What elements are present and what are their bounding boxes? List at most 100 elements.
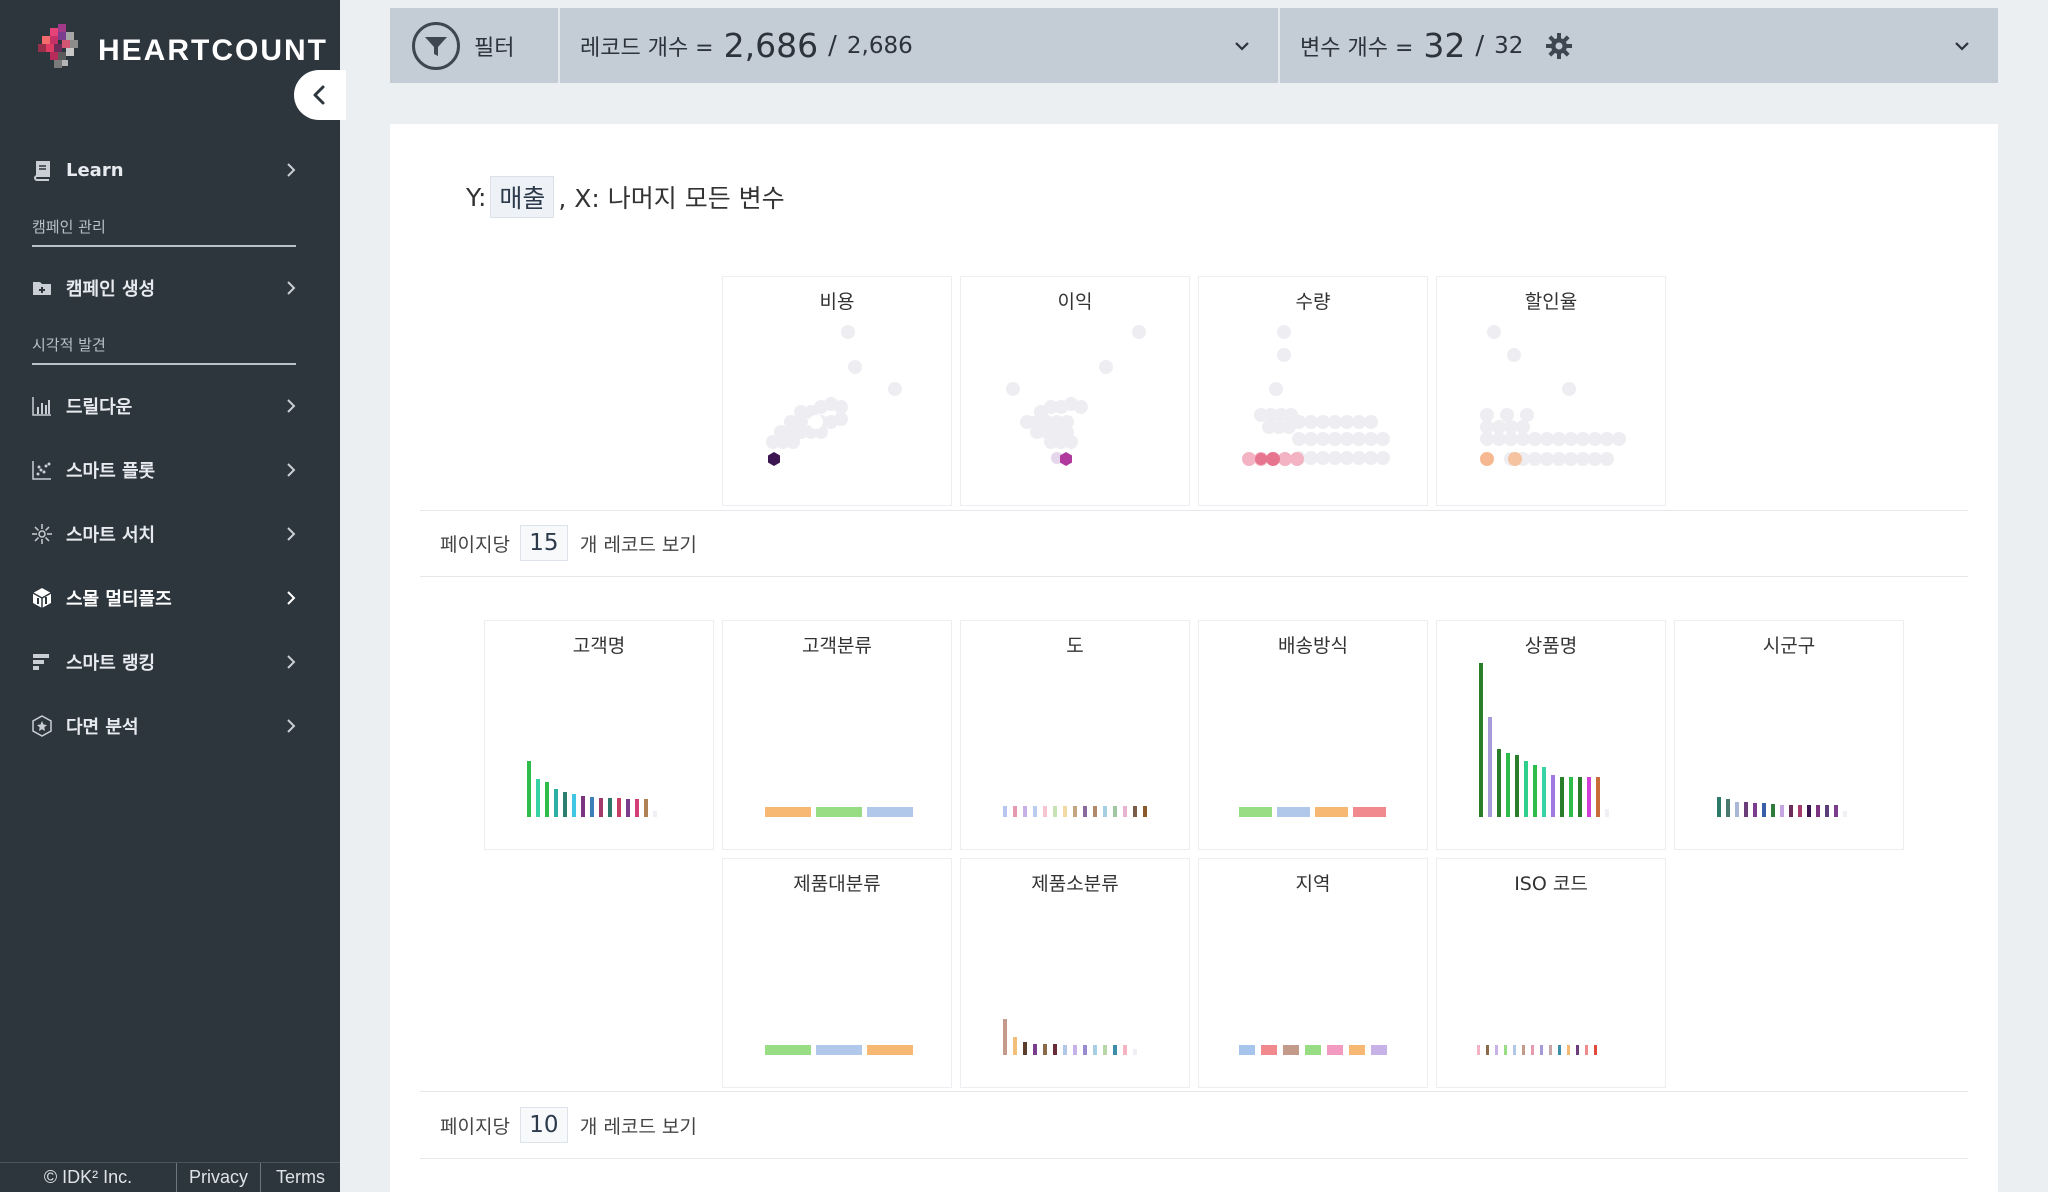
hexagon-star-icon [30, 714, 54, 738]
bar-chart-icon [30, 394, 54, 418]
card-title: ISO 코드 [1514, 873, 1588, 895]
card-title: 시군구 [1762, 635, 1816, 657]
filter-bar: 필터 레코드 개수 = 2,686 / 2,686 변수 개수 = 32 / 3… [390, 8, 1998, 83]
categorical-card-customer-name[interactable]: 고객명 [484, 620, 714, 850]
sidebar: HEARTCOUNT Learn 캠페인 관리 캠페인 생성 시각적 발견 드릴… [0, 0, 346, 1192]
sidebar-item-label: 캠페인 생성 [66, 279, 156, 300]
divider [420, 1158, 1968, 1159]
hexbin-plot-discount [1480, 325, 1626, 466]
sidebar-item-campaign-create[interactable]: 캠페인 생성 [30, 268, 300, 308]
categorical-card-province[interactable]: 도 [960, 620, 1190, 850]
section-label-campaign: 캠페인 관리 [32, 216, 296, 247]
burst-icon [30, 522, 54, 546]
hexbin-plot-cost [766, 325, 902, 466]
ranking-icon [30, 650, 54, 674]
card-title: 할인율 [1524, 291, 1578, 313]
sidebar-item-label: 스몰 멀티플즈 [66, 589, 172, 610]
filter-button[interactable]: 필터 [390, 8, 560, 83]
card-title: 고객명 [572, 635, 626, 657]
card-title: 상품명 [1524, 635, 1578, 657]
records-per-page-input[interactable]: 10 [519, 1107, 568, 1143]
card-title: 수량 [1295, 291, 1331, 313]
record-count-dropdown[interactable]: 레코드 개수 = 2,686 / 2,686 [560, 8, 1280, 83]
folder-plus-icon [30, 276, 54, 300]
variable-count-total: 32 [1494, 32, 1524, 59]
record-count-label: 레코드 개수 = [580, 35, 714, 61]
sidebar-item-label: 다면 분석 [66, 717, 139, 738]
x-suffix: , X: 나머지 모든 변수 [558, 184, 785, 213]
perpage-prefix: 페이지당 [440, 533, 510, 556]
categorical-card-subcategory[interactable]: 제품소분류 [960, 858, 1190, 1088]
sidebar-item-drilldown[interactable]: 드릴다운 [30, 386, 300, 426]
categorical-card-iso-code[interactable]: ISO 코드 [1436, 858, 1666, 1088]
bar-plot-iso-code [1477, 1045, 1597, 1055]
sidebar-item-multi-analysis[interactable]: 다면 분석 [30, 706, 300, 746]
record-count-filtered: 2,686 [723, 26, 819, 65]
variable-count-dropdown[interactable]: 변수 개수 = 32 / 32 [1280, 8, 1998, 83]
numeric-card-profit[interactable]: 이익 [960, 276, 1190, 506]
card-title: 이익 [1057, 291, 1093, 313]
chevron-right-icon [287, 463, 296, 477]
sidebar-footer: © IDK² Inc. Privacy Terms [0, 1162, 340, 1192]
copyright-text: © IDK² Inc. [0, 1163, 177, 1192]
chevron-right-icon [287, 281, 296, 295]
gear-icon[interactable] [1545, 32, 1573, 60]
sidebar-item-smart-ranking[interactable]: 스마트 랭킹 [30, 642, 300, 682]
card-title: 고객분류 [802, 635, 872, 657]
logo-text: HEARTCOUNT [98, 34, 328, 67]
numeric-card-discount[interactable]: 할인율 [1436, 276, 1666, 506]
y-variable-selector[interactable]: 매출 [490, 176, 555, 218]
categorical-card-ship-mode[interactable]: 배송방식 [1198, 620, 1428, 850]
terms-link[interactable]: Terms [276, 1167, 325, 1187]
categorical-card-region[interactable]: 지역 [1198, 858, 1428, 1088]
variable-count-selected: 32 [1423, 26, 1466, 65]
scatter-plot-icon [30, 458, 54, 482]
bar-plot-customer-segment [765, 807, 913, 817]
card-title: 비용 [819, 291, 855, 313]
hexbin-plot-quantity [1242, 325, 1390, 466]
records-per-page-2: 페이지당 10 개 레코드 보기 [440, 1107, 697, 1143]
bar-plot-region [1239, 1045, 1387, 1055]
variable-count-label: 변수 개수 = [1300, 35, 1414, 61]
cube-icon [30, 586, 54, 610]
sidebar-item-label: 스마트 서치 [66, 525, 156, 546]
heartcount-logo-mark-icon [38, 24, 78, 68]
card-title: 제품대분류 [793, 873, 881, 895]
chevron-right-icon [287, 719, 296, 733]
numeric-card-cost[interactable]: 비용 [722, 276, 952, 506]
categorical-card-product-name[interactable]: 상품명 [1436, 620, 1666, 850]
bar-plot-subcategory [1003, 1019, 1137, 1055]
numeric-card-quantity[interactable]: 수량 [1198, 276, 1428, 506]
card-title: 배송방식 [1278, 635, 1348, 657]
divider [420, 510, 1968, 511]
chevron-right-icon [287, 527, 296, 541]
y-prefix: Y: [466, 182, 487, 212]
chevron-right-icon [287, 655, 296, 669]
sidebar-item-smart-search[interactable]: 스마트 서치 [30, 514, 300, 554]
bar-plot-district [1717, 797, 1847, 817]
categorical-card-category[interactable]: 제품대분류 [722, 858, 952, 1088]
bar-plot-province [1003, 806, 1147, 817]
sidebar-item-label: 스마트 랭킹 [66, 653, 156, 674]
sidebar-item-small-multiples[interactable]: 스몰 멀티플즈 [30, 578, 300, 618]
divider [420, 1091, 1968, 1092]
perpage-suffix: 개 레코드 보기 [579, 533, 697, 556]
collapse-sidebar-button[interactable] [294, 70, 346, 120]
chevron-down-icon [1235, 42, 1249, 51]
chevron-right-icon [287, 399, 296, 413]
sidebar-item-smart-plot[interactable]: 스마트 플롯 [30, 450, 300, 490]
bar-plot-product-name [1479, 663, 1609, 817]
record-count-total: 2,686 [846, 32, 913, 59]
records-per-page-input[interactable]: 15 [519, 525, 568, 561]
chevron-right-icon [287, 591, 296, 605]
privacy-link[interactable]: Privacy [177, 1163, 261, 1192]
categorical-card-customer-segment[interactable]: 고객분류 [722, 620, 952, 850]
chevron-left-icon [313, 85, 325, 105]
card-title: 제품소분류 [1031, 873, 1119, 895]
sidebar-item-learn[interactable]: Learn [30, 150, 300, 190]
categorical-card-district[interactable]: 시군구 [1674, 620, 1904, 850]
bar-plot-ship-mode [1239, 807, 1386, 817]
bar-plot-category [765, 1045, 913, 1055]
card-title: 지역 [1295, 873, 1331, 895]
chevron-right-icon [287, 163, 296, 177]
